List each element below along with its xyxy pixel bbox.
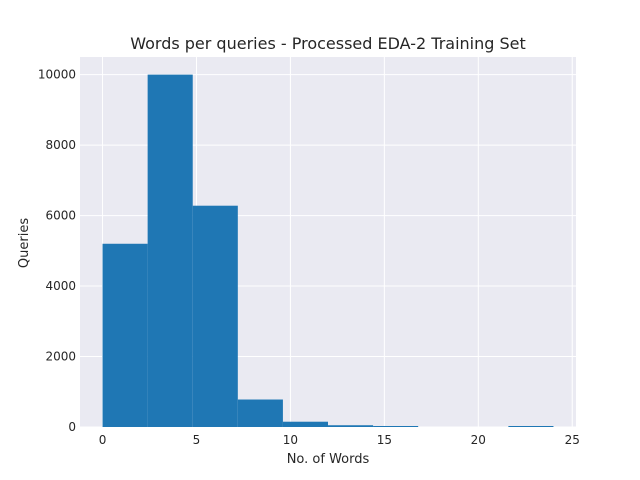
histogram-bar [192,205,238,427]
x-tick-label: 0 [99,433,107,447]
histogram-bar [147,74,193,427]
y-tick-label: 4000 [45,279,76,293]
y-tick-label: 2000 [45,350,76,364]
x-tick-labels: 0 5 10 15 20 25 [99,433,580,447]
y-tick-label: 0 [68,420,76,434]
chart-title: Words per queries - Processed EDA-2 Trai… [130,34,526,53]
histogram-bar [328,425,374,427]
histogram-bar [102,243,148,427]
x-tick-label: 20 [471,433,486,447]
histogram-bar [237,399,283,427]
x-tick-label: 5 [193,433,201,447]
x-tick-label: 15 [377,433,392,447]
histogram-bar [373,426,419,427]
y-tick-label: 6000 [45,209,76,223]
y-tick-label: 8000 [45,138,76,152]
y-tick-label: 10000 [38,68,76,82]
x-tick-label: 25 [565,433,580,447]
y-tick-labels: 0 2000 4000 6000 8000 10000 [38,68,76,434]
x-tick-label: 10 [283,433,298,447]
bars-group [102,74,554,427]
histogram-bar [508,426,554,427]
histogram-bar [282,421,328,427]
x-axis-label: No. of Words [287,452,370,467]
y-axis-label: Queries [17,218,32,268]
